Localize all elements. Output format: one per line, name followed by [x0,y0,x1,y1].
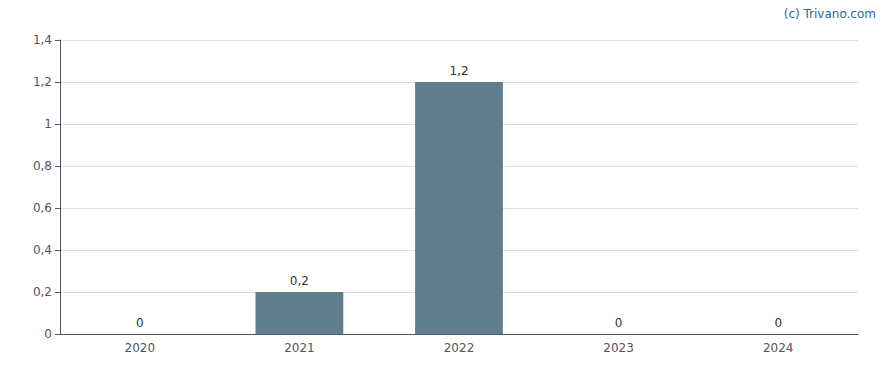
svg-text:1: 1 [44,117,52,131]
svg-text:2023: 2023 [603,341,634,355]
svg-text:0,6: 0,6 [33,201,52,215]
svg-text:0,2: 0,2 [33,285,52,299]
svg-text:0: 0 [44,327,52,341]
svg-text:0: 0 [774,316,782,330]
svg-text:0,2: 0,2 [290,274,309,288]
svg-text:2020: 2020 [125,341,156,355]
svg-text:0: 0 [615,316,623,330]
svg-text:1,2: 1,2 [449,64,468,78]
svg-text:2024: 2024 [763,341,794,355]
svg-text:0,4: 0,4 [33,243,52,257]
svg-text:0,8: 0,8 [33,159,52,173]
svg-text:(c) Trivano.com: (c) Trivano.com [784,7,876,21]
svg-text:1,2: 1,2 [33,75,52,89]
svg-text:0: 0 [136,316,144,330]
svg-text:2022: 2022 [444,341,475,355]
svg-text:1,4: 1,4 [33,33,52,47]
svg-text:2021: 2021 [284,341,315,355]
